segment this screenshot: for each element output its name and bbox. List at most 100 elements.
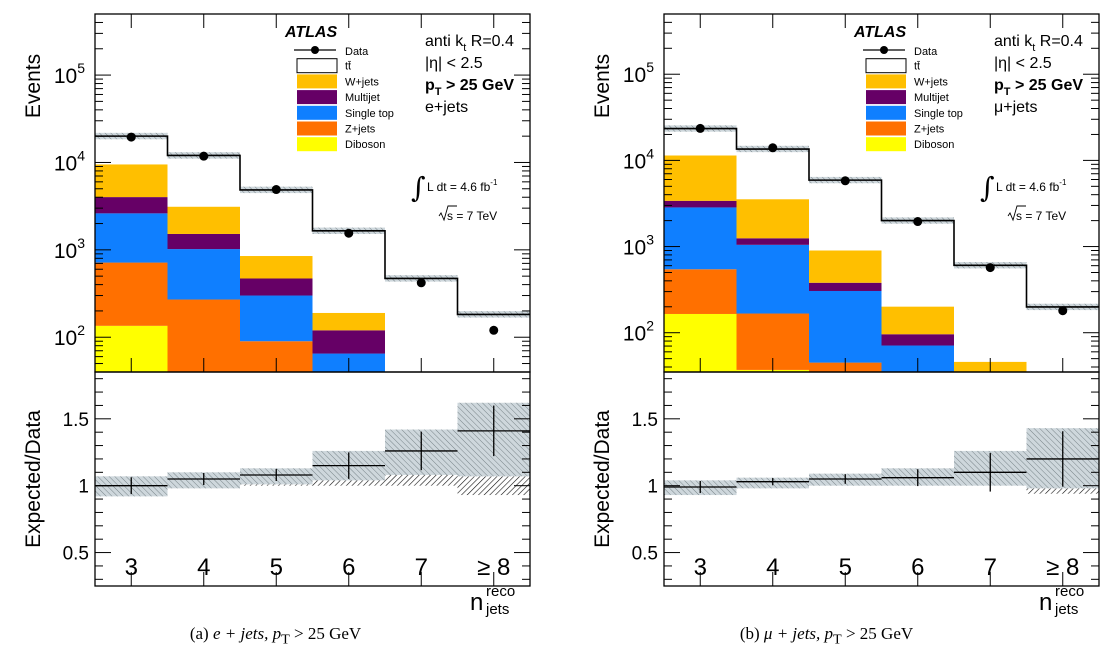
b-ytick-label-1: 103: [623, 232, 654, 260]
caption-b: (b) μ + jets, pT > 25 GeV: [551, 624, 1102, 648]
b-legend: ATLAS Data tt̄ W+jets Multijet Single top Z+je…: [853, 24, 963, 152]
b-y-ticks: [664, 13, 1099, 368]
a-bar-single-top-1: [167, 249, 240, 300]
a-sqrt-sign: [438, 205, 457, 222]
b-bar-ttbar-1: [736, 149, 809, 200]
caption-a-text: e + jets, p: [212, 624, 282, 643]
b-xtick-label-1: 4: [766, 554, 779, 581]
a-ytick-label-1: 103: [54, 235, 85, 263]
a-ratio-ytick-label-1: 1: [78, 477, 89, 498]
b-ytick-label-3: 105: [623, 59, 654, 87]
a-ratio-ytick-label-2: 1.5: [63, 410, 89, 431]
b-xlabel-sub: jets: [1054, 601, 1078, 618]
b-annot-line-0: anti kt R=0.4: [994, 33, 1083, 54]
a-data-point-2: [271, 185, 281, 195]
a-main-plot: 102 103 104 105 Events ATLAS Data tt̄ W+jets Mult…: [22, 13, 531, 373]
b-xtick-label-2: 5: [839, 554, 852, 581]
b-data-point-5: [1058, 306, 1068, 316]
a-ratio-hatch-low-2: [240, 484, 313, 486]
a-xtick-label-4: 7: [415, 554, 428, 581]
b-legend-data-marker: [880, 46, 888, 54]
a-xtick-label-3: 6: [342, 554, 355, 581]
b-bar-ttbar-2: [809, 180, 882, 251]
b-legend-label-4: Z+jets: [914, 124, 945, 136]
b-legend-label-0: tt̄: [914, 60, 920, 72]
b-bar-w-jets-3: [881, 306, 954, 335]
a-legend-swatch-1: [297, 74, 337, 89]
a-total-outline: [95, 135, 530, 316]
b-legend-label-1: W+jets: [914, 76, 948, 88]
a-y-ticks: [95, 13, 530, 373]
a-energy-label: s = 7 TeV: [447, 209, 497, 223]
b-ytick-label-0: 102: [623, 318, 654, 346]
a-xtick-label-0: 3: [125, 554, 138, 581]
b-xtick-label-5: ≥ 8: [1046, 554, 1079, 581]
a-ytick-label-0: 102: [54, 322, 85, 350]
b-legend-swatch-0: [865, 58, 907, 74]
a-ylabel: Events: [22, 54, 45, 118]
b-atlas-label: ATLAS: [853, 24, 906, 41]
panel-b: 102 103 104 105 Events ATLAS Data tt̄ W+jets Mult…: [591, 13, 1100, 618]
a-bar-z-jets-0: [95, 262, 168, 326]
b-bar-ttbar-3: [881, 220, 954, 307]
b-annot-line-3: μ+jets: [994, 99, 1037, 116]
a-legend-label-4: Z+jets: [345, 124, 376, 136]
a-legend: ATLAS Data tt̄ W+jets Multijet Single top Z+je…: [284, 24, 394, 152]
b-data-point-1: [768, 143, 778, 153]
a-legend-swatch-5: [297, 137, 337, 152]
a-bar-w-jets-0: [95, 164, 168, 198]
a-data-point-3: [344, 228, 354, 238]
a-ratio-hatch-low-4: [385, 474, 458, 486]
a-bar-ttbar-4: [385, 278, 458, 372]
b-legend-swatch-4: [866, 121, 906, 136]
a-legend-label-3: Single top: [345, 108, 394, 120]
b-legend-label-2: Multijet: [914, 92, 949, 104]
a-bar-single-top-2: [240, 295, 313, 342]
b-annot-line-1: |η| < 2.5: [994, 55, 1052, 72]
b-xlabel-sup: reco: [1055, 583, 1084, 600]
a-bar-single-top-0: [95, 213, 168, 263]
b-legend-swatch-1: [866, 74, 906, 89]
a-ratio-ytick-label-0: 0.5: [63, 544, 89, 565]
b-legend-label-5: Diboson: [914, 139, 954, 151]
a-integral-sign: ∫: [411, 171, 426, 204]
a-legend-data-marker: [311, 46, 319, 54]
b-lumi-label: L dt = 4.6 fb-1: [996, 178, 1067, 194]
b-legend-swatch-5: [866, 137, 906, 152]
b-xlabel: n: [1039, 589, 1052, 616]
b-data-point-2: [840, 176, 850, 186]
a-ytick-label-2: 104: [54, 147, 85, 175]
b-total-outline: [664, 127, 1099, 308]
a-xlabel-sub: jets: [485, 601, 509, 618]
b-legend-data-label: Data: [914, 46, 938, 58]
b-ratio-ytick-label-1: 1: [647, 477, 658, 498]
b-xtick-label-3: 6: [911, 554, 924, 581]
b-bar-ttbar-4: [954, 265, 1027, 362]
b-bar-multijet-1: [736, 238, 809, 245]
b-sqrt-sign: [1007, 205, 1026, 222]
a-annot-line-2: pT > 25 GeV: [425, 77, 514, 98]
b-bar-multijet-0: [664, 200, 737, 208]
a-lumi-label: L dt = 4.6 fb-1: [427, 178, 498, 194]
a-bar-w-jets-3: [312, 312, 385, 331]
caption-a-sub: T: [281, 631, 290, 648]
a-legend-label-2: Multijet: [345, 92, 380, 104]
a-bar-ttbar-2: [240, 189, 313, 257]
b-bar-w-jets-2: [809, 250, 882, 283]
caption-b-tail: > 25 GeV: [841, 624, 914, 643]
a-ratio-frame: [94, 371, 531, 587]
a-legend-label-5: Diboson: [345, 139, 385, 151]
a-bar-multijet-0: [95, 197, 168, 214]
a-annot-line-1: |η| < 2.5: [425, 55, 483, 72]
a-data-point-4: [416, 278, 426, 288]
a-legend-swatch-3: [297, 105, 337, 120]
a-xlabel: n: [470, 589, 483, 616]
b-ylabel: Events: [591, 54, 614, 118]
b-legend-swatch-3: [866, 105, 906, 120]
a-legend-swatch-0: [296, 58, 338, 74]
a-legend-swatch-4: [297, 121, 337, 136]
